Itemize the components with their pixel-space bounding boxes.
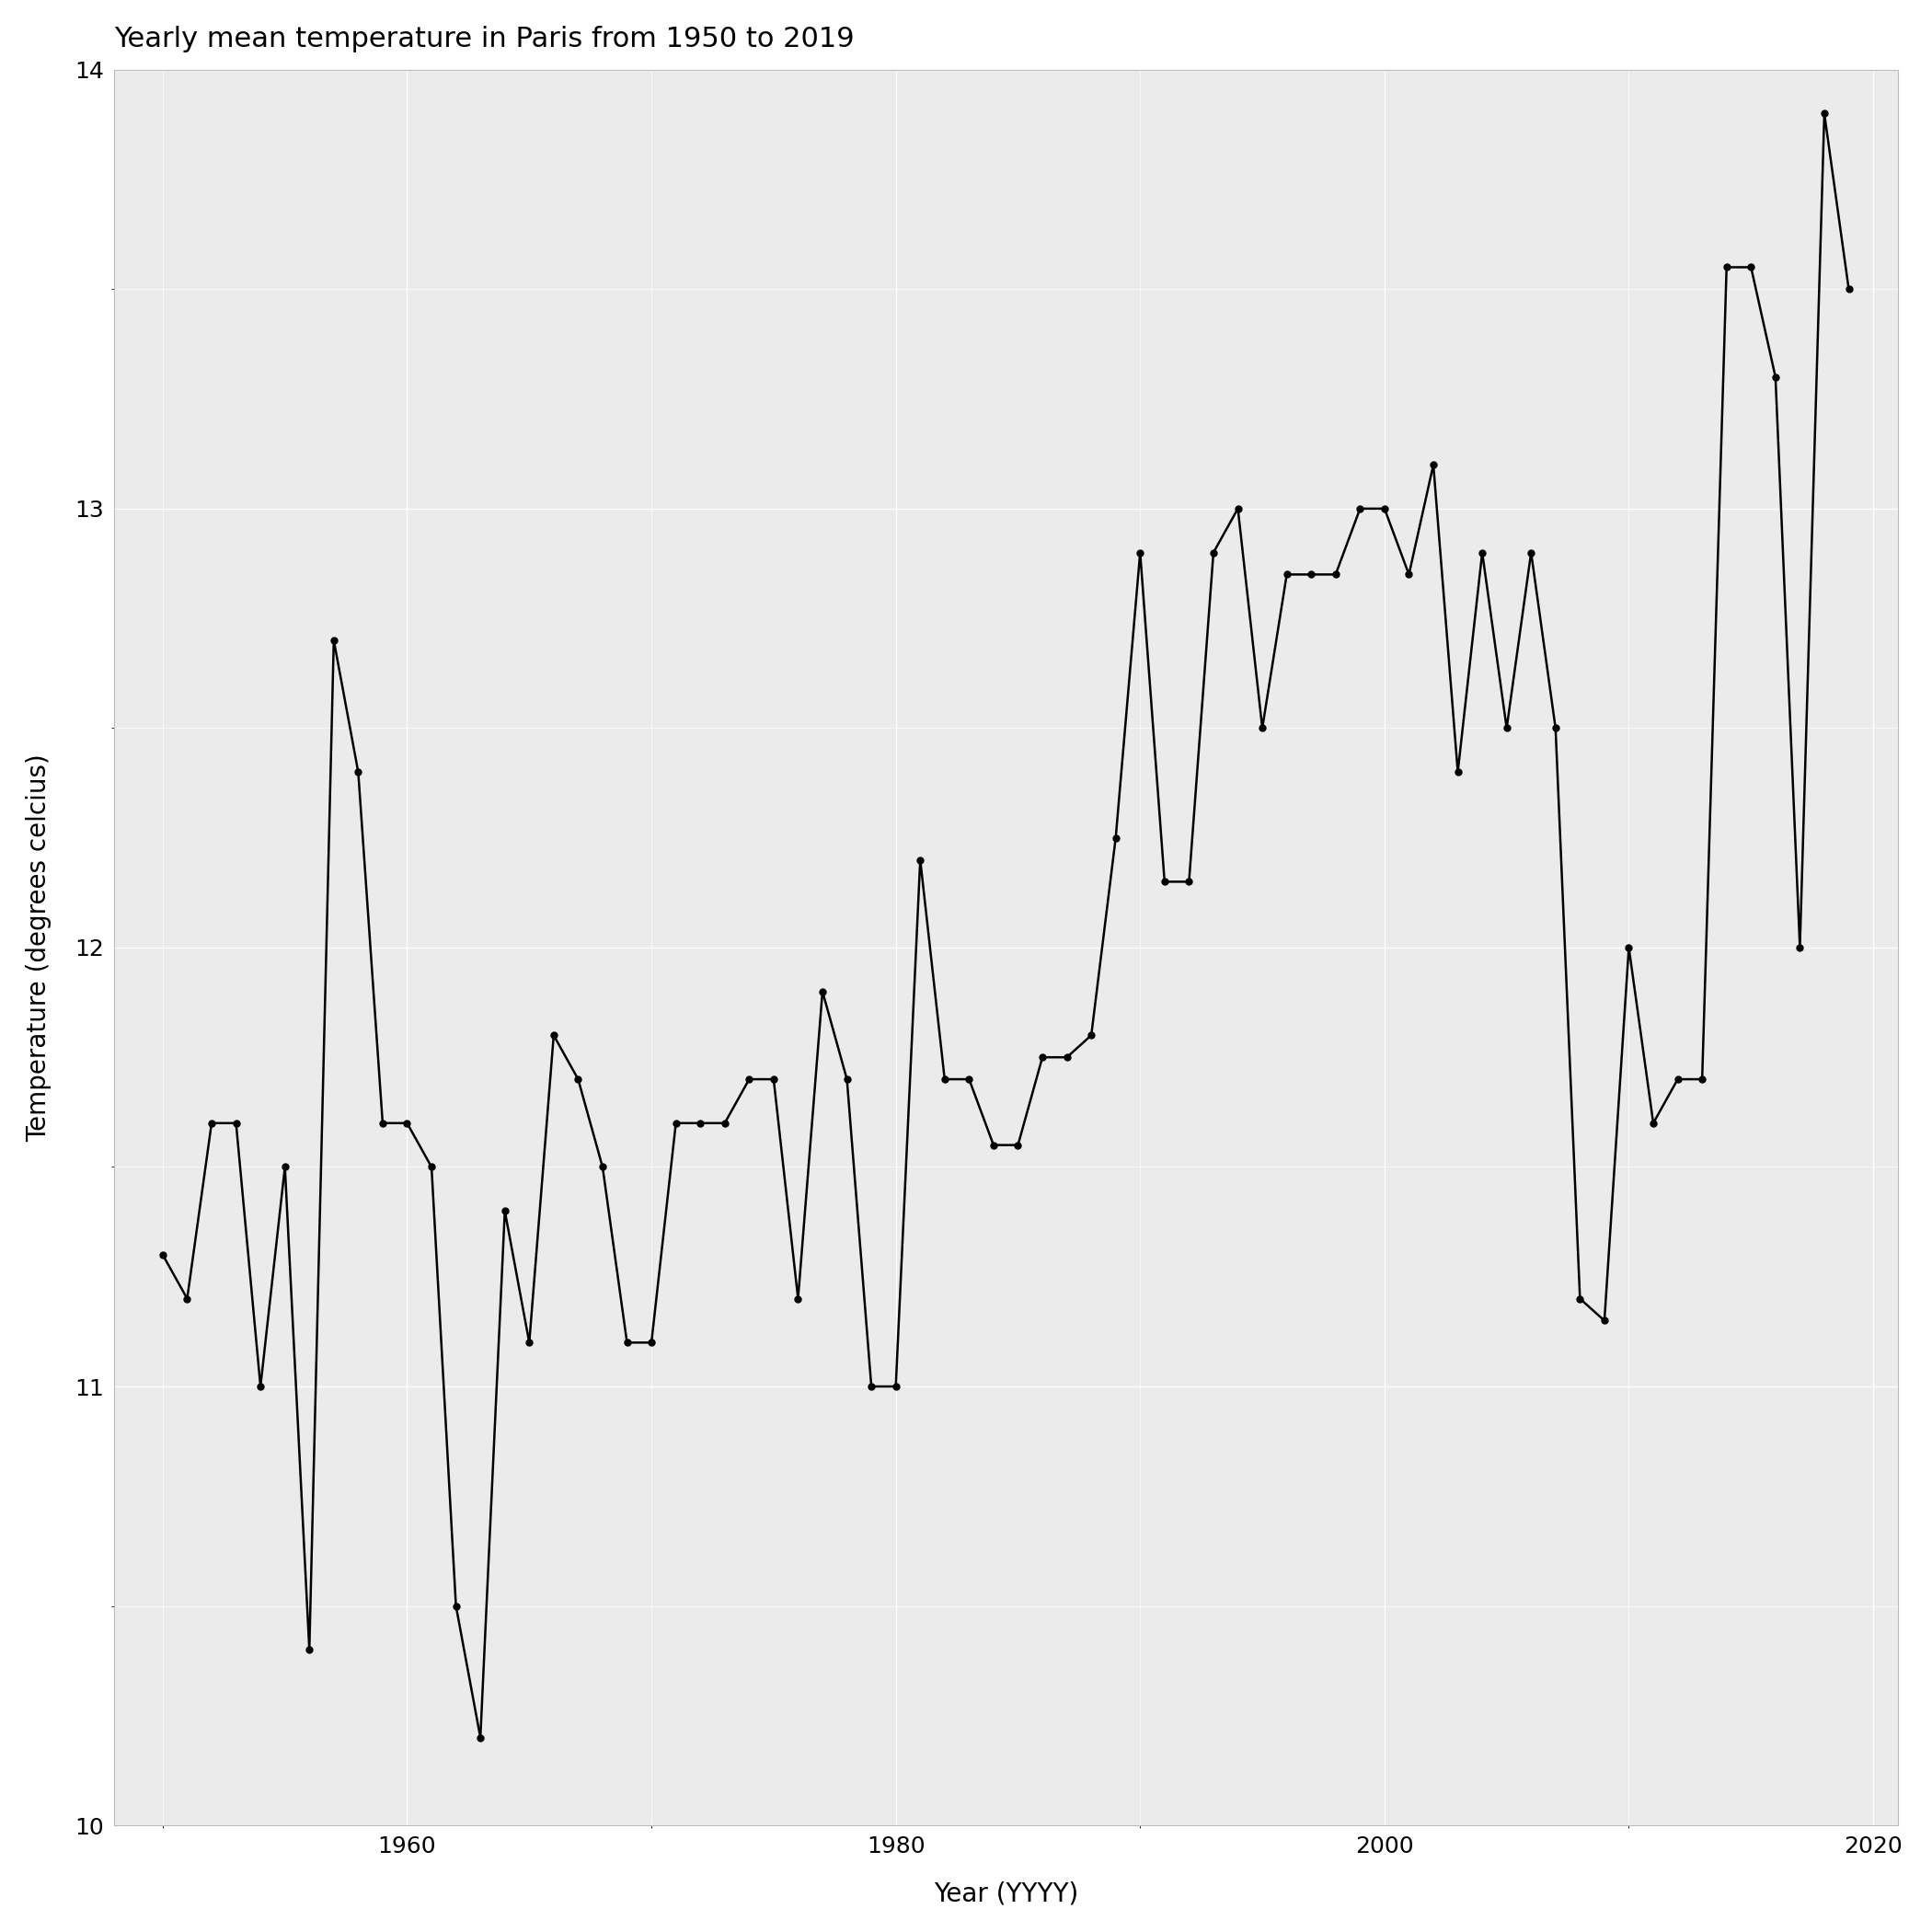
Text: Yearly mean temperature in Paris from 1950 to 2019: Yearly mean temperature in Paris from 19…: [114, 25, 854, 52]
X-axis label: Year (YYYY): Year (YYYY): [933, 1880, 1078, 1907]
Y-axis label: Temperature (degrees celcius): Temperature (degrees celcius): [25, 753, 52, 1142]
